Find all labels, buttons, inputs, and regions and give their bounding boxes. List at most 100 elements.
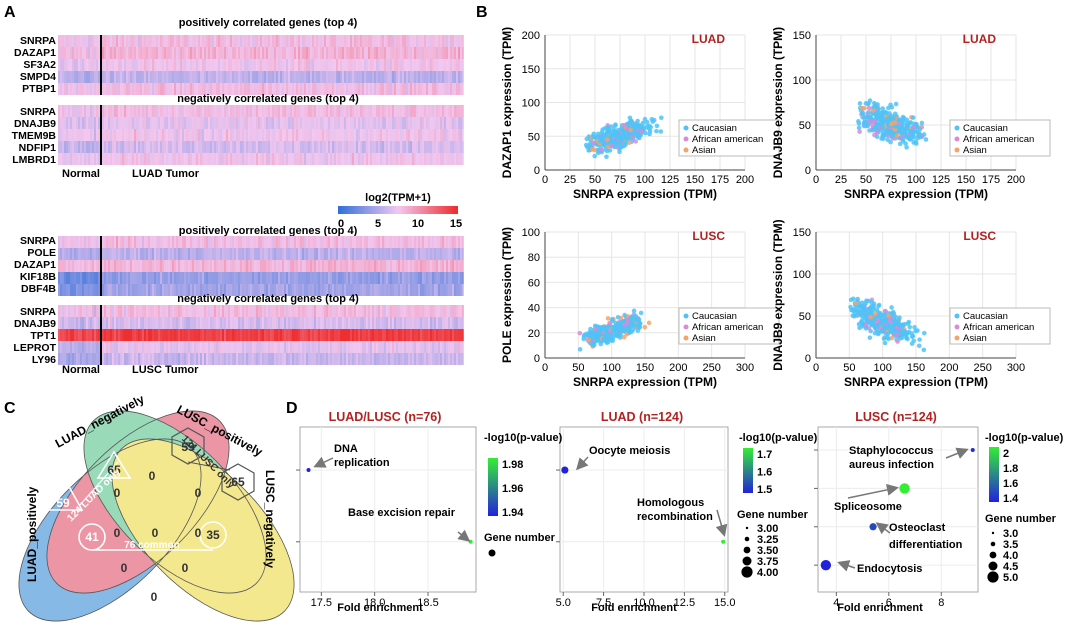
- lusc-tumor-label: LUSC Tumor: [132, 364, 199, 376]
- heatmap-cell: [180, 105, 182, 117]
- heatmap-cell: [290, 83, 292, 95]
- heatmap-cell: [142, 248, 144, 260]
- heatmap-cell: [184, 284, 186, 296]
- heatmap-cell: [112, 117, 114, 129]
- heatmap-cell: [64, 272, 66, 284]
- heatmap-cell: [176, 117, 178, 129]
- heatmap-cell: [74, 129, 76, 141]
- heatmap-cell: [198, 353, 200, 365]
- heatmap-cell: [234, 353, 236, 365]
- heatmap-cell: [198, 260, 200, 272]
- heatmap-cell: [404, 284, 406, 296]
- heatmap-cell: [424, 105, 426, 117]
- heatmap-cell: [294, 284, 296, 296]
- heatmap-cell: [134, 141, 136, 153]
- heatmap-cell: [94, 248, 96, 260]
- heatmap-cell: [156, 284, 158, 296]
- heatmap-cell: [298, 129, 300, 141]
- heatmap-cell: [284, 83, 286, 95]
- heatmap-cell: [386, 341, 388, 353]
- heatmap-cell: [192, 341, 194, 353]
- heatmap-cell: [102, 141, 104, 153]
- heatmap-cell: [426, 47, 428, 59]
- heatmap-cell: [388, 248, 390, 260]
- heatmap-cell: [462, 35, 464, 47]
- heatmap-cell: [380, 248, 382, 260]
- heatmap-cell: [278, 117, 280, 129]
- heatmap-cell: [370, 272, 372, 284]
- heatmap-cell: [422, 129, 424, 141]
- heatmap-cell: [212, 236, 214, 248]
- heatmap-cell: [410, 83, 412, 95]
- heatmap-cell: [72, 236, 74, 248]
- heatmap-cell: [286, 153, 288, 165]
- heatmap-cell: [190, 284, 192, 296]
- heatmap-cell: [332, 248, 334, 260]
- heatmap-cell: [258, 153, 260, 165]
- heatmap-cell: [186, 35, 188, 47]
- heatmap-cell: [348, 236, 350, 248]
- heatmap-cell: [70, 305, 72, 317]
- heatmap-cell: [430, 129, 432, 141]
- heatmap-cell: [324, 35, 326, 47]
- heatmap-cell: [322, 105, 324, 117]
- heatmap-cell: [296, 260, 298, 272]
- heatmap-cell: [240, 248, 242, 260]
- heatmap-cell: [174, 272, 176, 284]
- heatmap-cell: [430, 260, 432, 272]
- heatmap-cell: [66, 83, 68, 95]
- heatmap-cell: [224, 317, 226, 329]
- heatmap-cell: [234, 236, 236, 248]
- heatmap-cell: [410, 248, 412, 260]
- heatmap-cell: [364, 305, 366, 317]
- heatmap-cell: [324, 129, 326, 141]
- heatmap-cell: [372, 341, 374, 353]
- heatmap-cell: [84, 236, 86, 248]
- heatmap-cell: [454, 272, 456, 284]
- heatmap-cell: [452, 329, 454, 341]
- heatmap-cell: [372, 353, 374, 365]
- heatmap-cell: [354, 83, 356, 95]
- heatmap-cell: [242, 305, 244, 317]
- heatmap-cell: [148, 105, 150, 117]
- heatmap-cell: [412, 260, 414, 272]
- heatmap-cell: [162, 153, 164, 165]
- heatmap-cell: [310, 47, 312, 59]
- heatmap-cell: [268, 117, 270, 129]
- heatmap-cell: [194, 260, 196, 272]
- heatmap-cell: [204, 59, 206, 71]
- heatmap-cell: [462, 272, 464, 284]
- heatmap-cell: [284, 353, 286, 365]
- heatmap-cell: [308, 272, 310, 284]
- heatmap-cell: [306, 248, 308, 260]
- heatmap-cell: [206, 71, 208, 83]
- heatmap-cell: [84, 353, 86, 365]
- heatmap-cell: [196, 248, 198, 260]
- heatmap-cell: [274, 153, 276, 165]
- heatmap-cell: [216, 83, 218, 95]
- heatmap-cell: [342, 153, 344, 165]
- heatmap-cell: [68, 47, 70, 59]
- heatmap-cell: [120, 83, 122, 95]
- heatmap-cell: [146, 272, 148, 284]
- heatmap-cell: [386, 71, 388, 83]
- heatmap-cell: [428, 248, 430, 260]
- heatmap-cell: [156, 141, 158, 153]
- heatmap-cell: [358, 129, 360, 141]
- heatmap-cell: [238, 305, 240, 317]
- heatmap-cell: [344, 71, 346, 83]
- heatmap-cell: [246, 341, 248, 353]
- heatmap-cell: [258, 341, 260, 353]
- heatmap-cell: [162, 317, 164, 329]
- heatmap-cell: [126, 59, 128, 71]
- legend-tick: 0: [338, 218, 344, 230]
- heatmap-cell: [366, 305, 368, 317]
- heatmap-cell: [76, 317, 78, 329]
- heatmap-cell: [450, 153, 452, 165]
- heatmap-cell: [276, 83, 278, 95]
- heatmap-cell: [230, 248, 232, 260]
- heatmap-cell: [180, 341, 182, 353]
- heatmap-cell: [352, 129, 354, 141]
- heatmap-cell: [336, 317, 338, 329]
- heatmap-cell: [338, 341, 340, 353]
